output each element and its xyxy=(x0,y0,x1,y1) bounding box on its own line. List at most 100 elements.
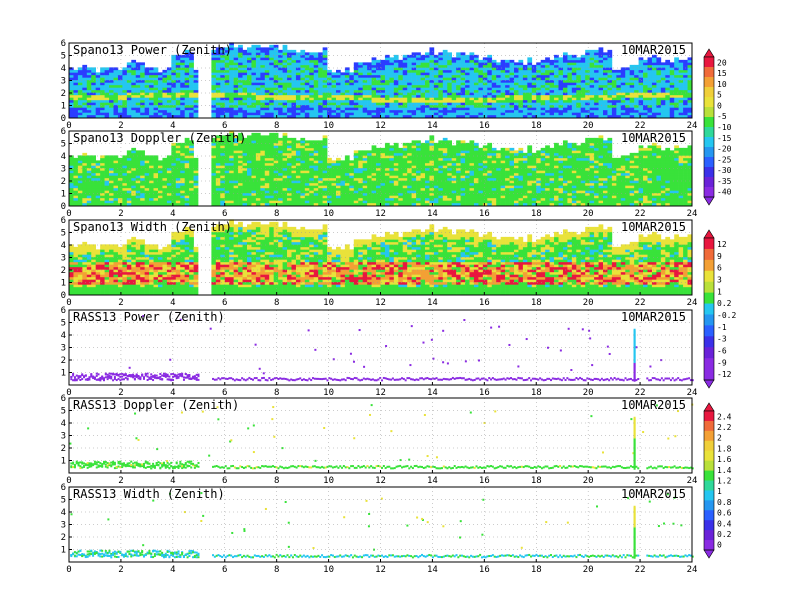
heatmap-cell xyxy=(122,115,127,118)
heatmap-cell xyxy=(412,97,417,100)
heatmap-cell xyxy=(599,67,604,70)
heatmap-cell xyxy=(492,95,497,98)
heatmap-cell xyxy=(229,60,234,63)
heatmap-cell xyxy=(447,107,452,110)
heatmap-cell xyxy=(470,65,475,68)
heatmap-cell xyxy=(581,77,586,80)
heatmap-cell xyxy=(238,200,243,203)
heatmap-cell xyxy=(603,62,608,65)
heatmap-cell xyxy=(140,77,145,80)
heatmap-cell xyxy=(363,95,368,98)
heatmap-cell xyxy=(505,75,510,78)
heatmap-cell xyxy=(292,138,297,141)
heatmap-cell xyxy=(612,72,617,75)
heatmap-cell xyxy=(434,112,439,115)
heatmap-cell xyxy=(171,77,176,80)
heatmap-cell xyxy=(345,195,350,198)
heatmap-cell xyxy=(327,183,332,186)
heatmap-cell xyxy=(269,97,274,100)
heatmap-cell xyxy=(599,80,604,83)
heatmap-cell xyxy=(180,180,185,183)
heatmap-cell xyxy=(211,165,216,168)
heatmap-cell xyxy=(358,102,363,105)
heatmap-cell xyxy=(300,185,305,188)
heatmap-cell xyxy=(234,100,239,103)
heatmap-cell xyxy=(438,67,443,70)
heatmap-cell xyxy=(665,95,670,98)
heatmap-cell xyxy=(354,97,359,100)
heatmap-cell xyxy=(603,65,608,68)
heatmap-cell xyxy=(527,65,532,68)
heatmap-cell xyxy=(171,100,176,103)
heatmap-cell xyxy=(501,95,506,98)
heatmap-cell xyxy=(643,65,648,68)
heatmap-cell xyxy=(438,62,443,65)
heatmap-cell xyxy=(514,82,519,85)
heatmap-cell xyxy=(652,60,657,63)
heatmap-cell xyxy=(429,57,434,60)
heatmap-cell xyxy=(127,163,132,166)
heatmap-cell xyxy=(278,72,283,75)
heatmap-cell xyxy=(122,95,127,98)
heatmap-cell xyxy=(567,95,572,98)
heatmap-cell xyxy=(189,112,194,115)
heatmap-cell xyxy=(354,62,359,65)
heatmap-cell xyxy=(376,175,381,178)
heatmap-cell xyxy=(407,87,412,90)
heatmap-cell xyxy=(425,95,430,98)
heatmap-cell xyxy=(336,82,341,85)
heatmap-cell xyxy=(385,115,390,118)
heatmap-cell xyxy=(358,105,363,108)
heatmap-cell xyxy=(381,100,386,103)
heatmap-cell xyxy=(612,92,617,95)
heatmap-cell xyxy=(425,97,430,100)
heatmap-cell xyxy=(576,75,581,78)
heatmap-cell xyxy=(443,75,448,78)
heatmap-cell xyxy=(327,72,332,75)
heatmap-cell xyxy=(278,60,283,63)
heatmap-cell xyxy=(171,183,176,186)
heatmap-cell xyxy=(616,95,621,98)
heatmap-cell xyxy=(73,200,78,203)
heatmap-cell xyxy=(483,115,488,118)
heatmap-cell xyxy=(683,95,688,98)
heatmap-cell xyxy=(216,153,221,156)
heatmap-cell xyxy=(496,85,501,88)
heatmap-cell xyxy=(389,200,394,203)
heatmap-cell xyxy=(545,75,550,78)
heatmap-cell xyxy=(603,70,608,73)
heatmap-cell xyxy=(318,112,323,115)
heatmap-cell xyxy=(180,173,185,176)
heatmap-cell xyxy=(105,97,110,100)
heatmap-cell xyxy=(100,155,105,158)
heatmap-cell xyxy=(162,107,167,110)
heatmap-cell xyxy=(323,145,328,148)
heatmap-cell xyxy=(340,87,345,90)
heatmap-cell xyxy=(340,102,345,105)
heatmap-cell xyxy=(87,112,92,115)
heatmap-cell xyxy=(274,72,279,75)
heatmap-cell xyxy=(372,107,377,110)
heatmap-cell xyxy=(630,112,635,115)
heatmap-cell xyxy=(443,57,448,60)
x-tick-label: 8 xyxy=(274,121,279,131)
heatmap-cell xyxy=(510,77,515,80)
heatmap-cell xyxy=(122,110,127,113)
heatmap-cell xyxy=(180,170,185,173)
heatmap-cell xyxy=(229,188,234,191)
heatmap-cell xyxy=(309,175,314,178)
heatmap-cell xyxy=(625,72,630,75)
heatmap-cell xyxy=(670,90,675,93)
heatmap-cell xyxy=(114,82,119,85)
heatmap-cell xyxy=(100,92,105,95)
heatmap-cell xyxy=(229,57,234,60)
heatmap-cell xyxy=(300,97,305,100)
heatmap-cell xyxy=(318,82,323,85)
heatmap-cell xyxy=(318,193,323,196)
heatmap-cell xyxy=(127,160,132,163)
heatmap-cell xyxy=(625,82,630,85)
heatmap-cell xyxy=(585,100,590,103)
heatmap-cell xyxy=(225,110,230,113)
heatmap-cell xyxy=(82,110,87,113)
heatmap-cell xyxy=(505,85,510,88)
